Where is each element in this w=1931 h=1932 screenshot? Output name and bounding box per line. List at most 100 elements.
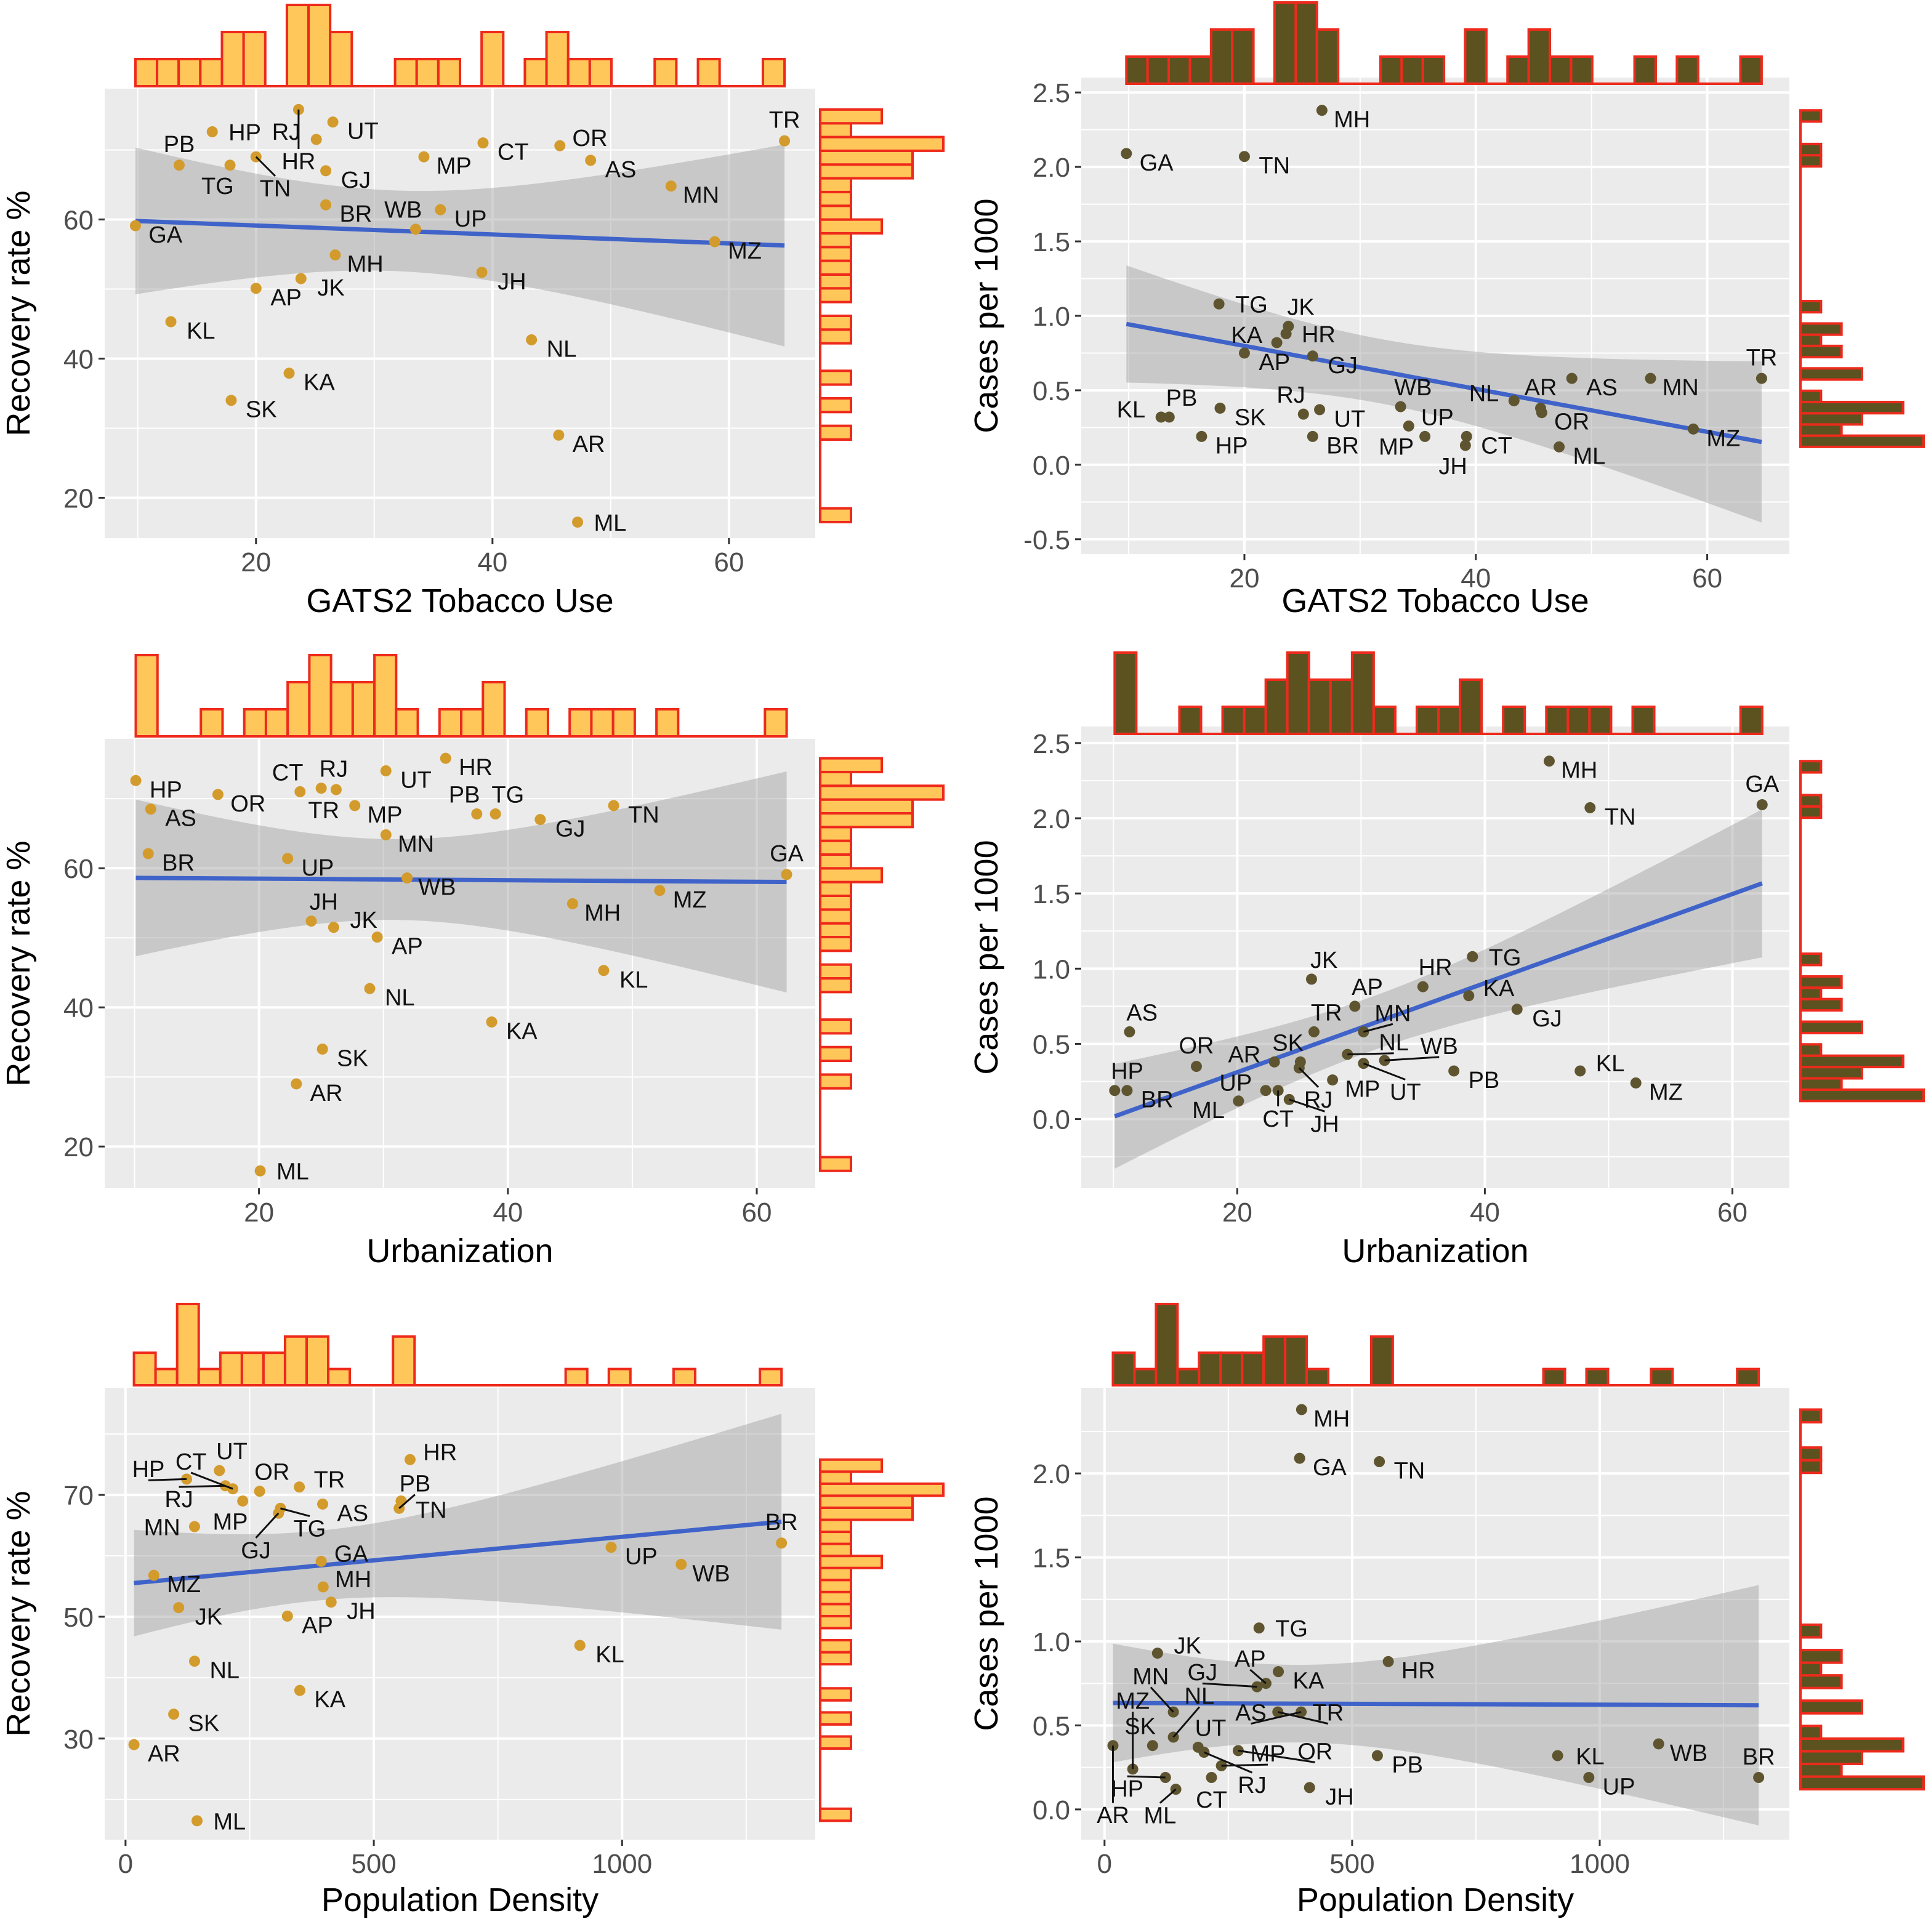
label-leader-line xyxy=(255,1512,280,1539)
top-histogram-bar xyxy=(1631,706,1656,735)
right-histogram-bar xyxy=(1799,1077,1843,1091)
point-label-kl: KL xyxy=(1117,397,1145,423)
right-histogram-bar xyxy=(819,880,852,898)
panel-3: 20 40 60 20 40 60 MP RJ TR TG CT AS MN JK HP PB UT GJ BR WB… xyxy=(0,654,945,1270)
y-tick-label: 2.0 xyxy=(1033,153,1070,183)
top-histogram-bar xyxy=(1570,55,1594,85)
point-label-mh: MH xyxy=(347,252,384,278)
top-histogram-bar xyxy=(262,1351,286,1387)
data-point-br xyxy=(142,848,154,859)
right-histogram-bar xyxy=(1799,1623,1823,1639)
data-point-rj xyxy=(310,134,322,145)
data-point-kl xyxy=(598,965,610,976)
right-histogram-bar xyxy=(1799,986,1823,1000)
top-histogram-bar xyxy=(1198,1351,1222,1387)
data-point-mz xyxy=(709,236,720,248)
y-tick-label: 30 xyxy=(63,1725,94,1755)
label-leader-line xyxy=(1289,1098,1325,1113)
x-tick-label: 40 xyxy=(1470,1197,1500,1228)
right-histogram-bar xyxy=(1799,1088,1925,1103)
top-histogram-bar xyxy=(1273,1,1297,85)
x-axis-title: Urbanization xyxy=(366,1233,553,1270)
top-histogram-bar xyxy=(1113,651,1138,735)
top-histogram-bar xyxy=(1315,28,1340,85)
right-histogram-bar xyxy=(819,1542,852,1558)
top-histogram-bar xyxy=(154,1367,179,1387)
top-histogram-bar xyxy=(197,1367,222,1387)
top-histogram-bar xyxy=(1350,651,1375,735)
data-point-tg xyxy=(490,808,501,820)
point-label-gj: GJ xyxy=(241,1538,271,1564)
point-label-mz: MZ xyxy=(1649,1079,1683,1105)
data-point-br xyxy=(1753,1772,1765,1784)
data-point-tn xyxy=(1374,1456,1385,1468)
data-point-sk xyxy=(1214,402,1226,414)
point-label-ct: CT xyxy=(498,140,529,166)
data-point-up xyxy=(1419,430,1431,442)
data-point-mz xyxy=(1688,423,1699,435)
point-label-ml: ML xyxy=(1192,1098,1225,1124)
right-histogram-bar xyxy=(819,122,852,139)
right-histogram-bar xyxy=(1799,344,1843,359)
data-point-mh xyxy=(1543,755,1555,767)
point-label-jh: JH xyxy=(1325,1784,1353,1810)
point-label-ar: AR xyxy=(1097,1803,1129,1829)
panel-2: 20 40 60 -0.5 0.0 0.5 1.0 1.5 2.0 2.5 HR OR UP KA AR HP… xyxy=(968,1,1925,619)
point-label-ap: AP xyxy=(1235,1646,1266,1672)
data-point-jk xyxy=(295,273,307,284)
point-label-up: UP xyxy=(1421,405,1454,430)
data-point-rj xyxy=(315,783,327,794)
data-point-ka xyxy=(1273,1666,1284,1678)
top-histogram-bar xyxy=(482,681,506,738)
right-histogram-bar xyxy=(1799,952,1823,967)
top-histogram-bar xyxy=(200,708,224,738)
plot-background xyxy=(105,1388,815,1840)
top-histogram-bar xyxy=(351,681,376,738)
right-histogram-bar xyxy=(1799,1459,1823,1475)
label-leader-line xyxy=(1251,1711,1302,1725)
point-label-tn: TN xyxy=(1394,1459,1425,1484)
data-point-as xyxy=(317,1498,329,1510)
top-histogram-bar xyxy=(1305,1367,1330,1387)
top-histogram-bar xyxy=(460,708,485,738)
y-tick-label: 2.0 xyxy=(1033,804,1070,834)
top-histogram-bar xyxy=(177,58,202,87)
top-histogram-bar xyxy=(611,708,636,738)
data-point-gj xyxy=(1511,1004,1523,1015)
right-histogram-bar xyxy=(819,1735,852,1750)
right-histogram-bar xyxy=(819,1687,852,1702)
right-histogram-bar xyxy=(819,396,852,414)
right-histogram-bar xyxy=(819,246,852,262)
top-histogram-bar xyxy=(1286,651,1310,735)
point-label-ut: UT xyxy=(1334,406,1366,432)
point-label-wb: WB xyxy=(1394,375,1432,401)
right-histogram-bar xyxy=(1799,1054,1905,1069)
data-point-ut xyxy=(214,1465,225,1476)
data-point-kl xyxy=(1552,1750,1563,1761)
top-histogram-bar xyxy=(759,1367,783,1387)
regression-line xyxy=(135,875,787,885)
right-histogram-bar xyxy=(819,273,852,290)
point-label-mp: MP xyxy=(1379,435,1414,461)
data-point-jh xyxy=(325,1596,337,1608)
point-label-pb: PB xyxy=(400,1471,431,1497)
point-label-nl: NL xyxy=(385,985,415,1011)
right-histogram-bar xyxy=(819,287,852,304)
top-histogram-bar xyxy=(1133,1367,1158,1387)
data-point-mn xyxy=(665,180,677,192)
data-point-hr xyxy=(404,1454,416,1465)
data-point-mn xyxy=(1645,372,1656,384)
top-histogram-bar xyxy=(286,681,311,738)
top-histogram-bar xyxy=(1111,1351,1136,1387)
point-label-mz: MZ xyxy=(673,887,707,913)
point-label-ar: AR xyxy=(1228,1042,1260,1068)
top-histogram-bar xyxy=(1284,1335,1308,1387)
right-histogram-bar xyxy=(819,259,852,276)
data-point-ar xyxy=(1268,1056,1280,1068)
label-leader-line xyxy=(1150,1686,1174,1713)
top-histogram-bar xyxy=(395,708,419,738)
top-histogram-bar xyxy=(329,31,353,87)
x-axis-title: GATS2 Tobacco Use xyxy=(1281,582,1589,619)
right-histogram-bar xyxy=(819,163,914,180)
point-label-sk: SK xyxy=(1124,1714,1156,1740)
